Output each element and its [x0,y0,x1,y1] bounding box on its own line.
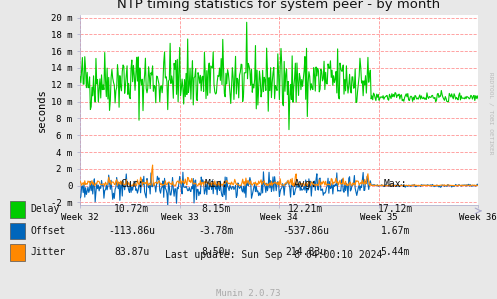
Text: RRDTOOL / TOBI OETIKER: RRDTOOL / TOBI OETIKER [489,72,494,155]
Text: Munin 2.0.73: Munin 2.0.73 [216,289,281,298]
Text: -3.78m: -3.78m [199,226,234,236]
Text: Jitter: Jitter [31,247,66,257]
Text: Max:: Max: [383,179,407,189]
Text: Cur:: Cur: [120,179,144,189]
Text: 8.15m: 8.15m [201,204,231,214]
Text: -113.86u: -113.86u [108,226,155,236]
Y-axis label: seconds: seconds [37,88,47,132]
Text: Last update: Sun Sep  8 04:00:10 2024: Last update: Sun Sep 8 04:00:10 2024 [165,250,382,260]
Text: 5.44m: 5.44m [380,247,410,257]
Text: 1.67m: 1.67m [380,226,410,236]
Text: 8.50u: 8.50u [201,247,231,257]
Text: Offset: Offset [31,226,66,236]
Text: 17.12m: 17.12m [378,204,413,214]
Text: 214.83u: 214.83u [285,247,326,257]
Text: 10.72m: 10.72m [114,204,149,214]
Text: 12.21m: 12.21m [288,204,323,214]
Text: 83.87u: 83.87u [114,247,149,257]
Text: Avg:: Avg: [294,179,318,189]
Text: -537.86u: -537.86u [282,226,329,236]
Text: Min:: Min: [204,179,228,189]
Title: NTP timing statistics for system peer - by month: NTP timing statistics for system peer - … [117,0,440,11]
Text: Delay: Delay [31,204,60,214]
